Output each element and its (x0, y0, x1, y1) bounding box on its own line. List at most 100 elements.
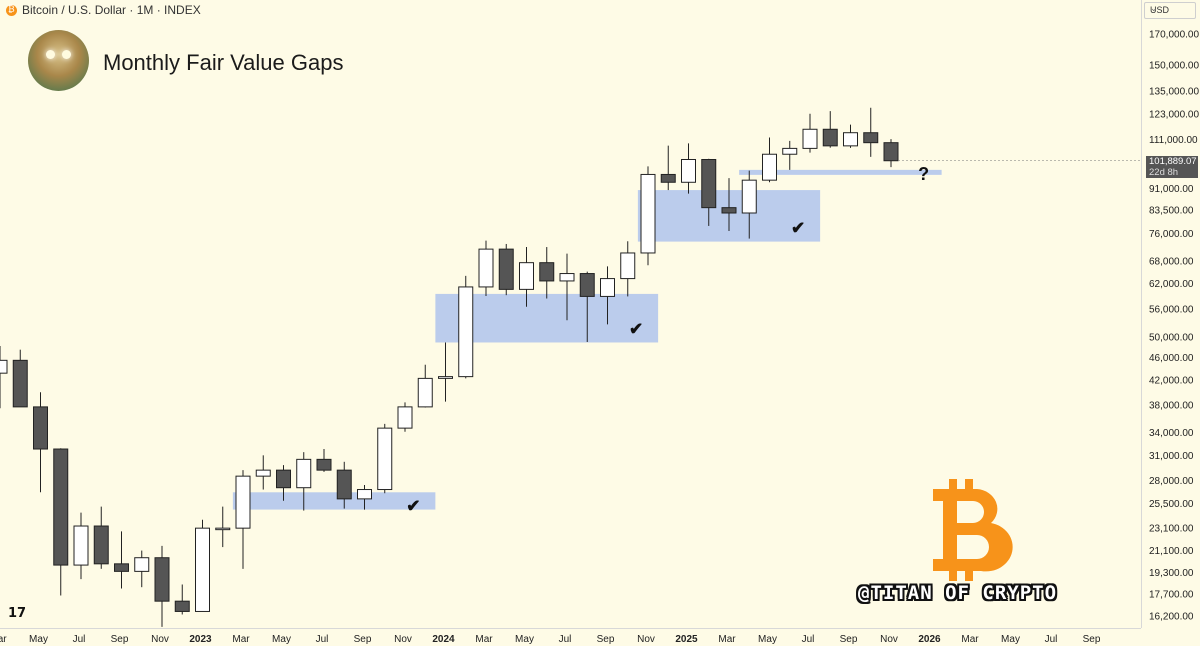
candle-2023-02 (215, 506, 231, 548)
candle-2025-07 (802, 113, 818, 153)
candle-2023-01 (195, 519, 210, 612)
candle-2025-09 (843, 124, 858, 148)
bear-candle-body (863, 132, 879, 144)
price-tick-label: 19,300.00 (1149, 568, 1194, 579)
candle-2023-10 (377, 423, 393, 494)
price-tick-label: 42,000.00 (1149, 376, 1194, 387)
candle-2023-11 (397, 402, 413, 432)
price-tick-label: 68,000.00 (1149, 256, 1194, 267)
candle-2022-12 (174, 584, 190, 615)
candle-2022-10 (134, 550, 150, 588)
time-tick-label: Nov (151, 634, 169, 645)
bull-candle-body (620, 252, 636, 280)
candle-2024-11 (640, 166, 656, 266)
filled-checkmark-icon: ✔ (791, 219, 805, 238)
time-tick-label: Mar (0, 634, 7, 645)
bear-candle-body (498, 248, 514, 290)
candle-2023-03 (235, 470, 251, 569)
bear-candle-body (701, 158, 717, 209)
candle-2024-10 (620, 241, 636, 297)
tradingview-logo-icon[interactable]: 17 (8, 606, 27, 621)
currency-selector[interactable]: USD ⌄ (1144, 2, 1196, 19)
currency-label: USD (1150, 5, 1170, 15)
bull-candle-body (417, 377, 433, 408)
bear-candle-body (336, 469, 352, 500)
candle-2025-03 (721, 178, 737, 232)
candle-2023-08 (336, 461, 352, 509)
candle-2024-05 (519, 247, 534, 307)
time-tick-label: Sep (840, 634, 858, 645)
time-tick-label: 2026 (918, 634, 941, 645)
filled-checkmark-icon: ✔ (406, 497, 420, 516)
candle-2023-12 (417, 364, 433, 408)
price-tick-label: 25,500.00 (1149, 499, 1194, 510)
time-tick-label: Nov (880, 634, 898, 645)
bear-candle-body (174, 600, 190, 612)
bull-candle-body (600, 278, 615, 297)
tick-labels: 170,000.00 150,000.00 135,000.00 123,000.00… (0, 30, 1199, 646)
bear-candle-body (539, 262, 555, 282)
bear-candle-body (660, 173, 676, 183)
candle-2022-11 (154, 545, 170, 627)
candle-2022-03 (0, 346, 8, 409)
price-tick-label: 135,000.00 (1149, 87, 1199, 98)
candle-2024-08 (579, 271, 595, 342)
candle-2023-06 (296, 452, 312, 511)
candle-2025-01 (681, 143, 696, 194)
bull-candle-body (255, 469, 271, 477)
price-tick-label: 76,000.00 (1149, 229, 1194, 240)
candle-2022-09 (114, 531, 129, 589)
candle-2024-04 (498, 243, 514, 296)
candle-2024-06 (539, 247, 555, 299)
price-tick-label: 50,000.00 (1149, 332, 1194, 343)
watermark-text: @TITAN OF CRYPTO (858, 582, 1058, 604)
last-price-tag: 101,889.07 22d 8h (1146, 156, 1198, 178)
price-tick-label: 23,100.00 (1149, 524, 1194, 535)
bear-candle-body (883, 142, 899, 162)
bitcoin-symbol-icon (6, 4, 17, 16)
candlesticks (0, 107, 899, 627)
candle-countdown: 22d 8h (1149, 167, 1179, 178)
markers: ✔ ✔ ✔? (406, 160, 1141, 516)
bull-candle-body (357, 489, 372, 500)
price-tick-label: 16,200.00 (1149, 612, 1194, 623)
bull-candle-body (843, 132, 858, 147)
candle-2024-01 (438, 342, 453, 402)
time-tick-label: Sep (111, 634, 129, 645)
time-tick-label: Mar (718, 634, 736, 645)
time-tick-label: May (272, 634, 291, 645)
price-tick-label: 46,000.00 (1149, 353, 1194, 364)
time-tick-label: Jul (802, 634, 815, 645)
bull-candle-body (397, 406, 413, 429)
price-tick-label: 56,000.00 (1149, 304, 1194, 315)
candle-2022-05 (33, 392, 48, 493)
candle-2023-04 (255, 455, 271, 490)
price-tick-label: 34,000.00 (1149, 428, 1194, 439)
candle-2025-10 (863, 107, 879, 157)
symbol-header[interactable]: Bitcoin / U.S. Dollar · 1M · INDEX (6, 3, 201, 17)
bear-candle-body (12, 359, 28, 408)
bull-candle-body (296, 458, 312, 489)
bear-candle-body (822, 128, 838, 147)
chevron-down-icon: ⌄ (1150, 3, 1158, 13)
time-tick-label: Mar (232, 634, 250, 645)
bull-candle-body (802, 128, 818, 149)
bear-candle-body (579, 273, 595, 297)
candle-2024-12 (660, 145, 676, 191)
bull-candle-body (681, 158, 696, 183)
price-tick-label: 91,000.00 (1149, 184, 1194, 195)
time-tick-label: May (1001, 634, 1020, 645)
price-tick-label: 111,000.00 (1149, 135, 1198, 146)
candle-2023-07 (316, 449, 332, 472)
price-tick-label: 38,000.00 (1149, 400, 1194, 411)
price-tick-label: 21,100.00 (1149, 546, 1194, 557)
time-tick-label: Nov (394, 634, 412, 645)
candle-2024-03 (478, 240, 494, 297)
time-tick-label: Jul (316, 634, 329, 645)
bear-candle-body (316, 458, 332, 471)
bear-candle-body (276, 469, 291, 489)
time-tick-label: May (758, 634, 777, 645)
price-tick-label: 28,000.00 (1149, 476, 1194, 487)
bull-candle-body (640, 173, 656, 254)
